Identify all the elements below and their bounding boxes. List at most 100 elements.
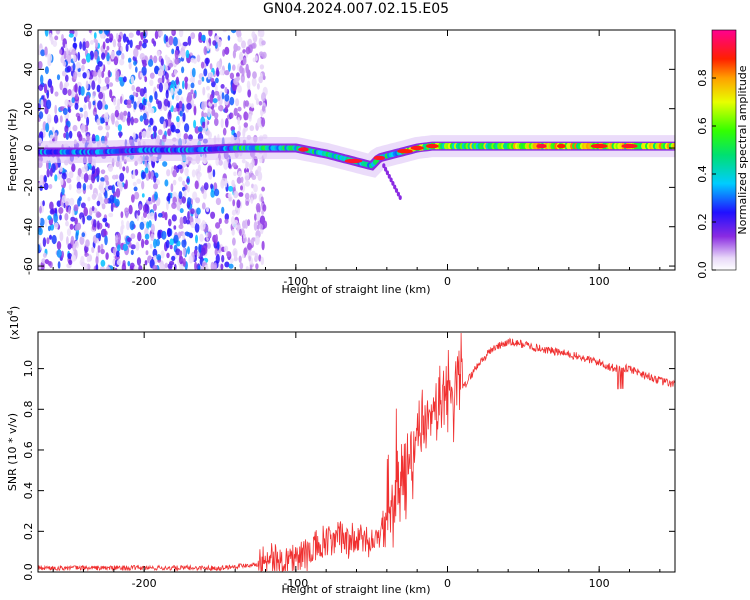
heatmap-noise-cell — [194, 180, 199, 190]
heatmap-noise-cell — [96, 200, 101, 207]
heatmap-noise-cell — [91, 133, 96, 144]
heatmap-noise-cell — [46, 237, 50, 245]
heatmap-noise-cell — [88, 30, 92, 34]
heatmap-noise-cell — [201, 76, 205, 82]
heatmap-noise-cell — [256, 224, 260, 230]
heatmap-noise-cell — [64, 201, 69, 206]
heatmap-noise-cell — [82, 215, 85, 225]
heatmap-noise-cell — [201, 34, 206, 42]
heatmap-noise-cell — [76, 131, 82, 138]
heatmap-noise-cell — [202, 191, 207, 200]
heatmap-noise-cell — [95, 39, 99, 48]
heatmap-noise-cell — [230, 216, 235, 225]
heatmap-noise-cell — [139, 88, 145, 97]
heatmap-noise-cell — [164, 64, 168, 72]
heatmap-noise-cell — [171, 48, 175, 55]
heatmap-noise-cell — [114, 234, 119, 244]
heatmap-noise-cell — [241, 67, 245, 77]
heatmap-noise-cell — [115, 161, 120, 168]
heatmap-noise-cell — [73, 204, 79, 212]
heatmap-noise-cell — [141, 66, 147, 76]
heatmap-noise-cell — [112, 38, 117, 48]
heatmap-noise-cell — [54, 132, 58, 142]
heatmap-noise-cell — [117, 41, 122, 48]
heatmap-noise-cell — [167, 128, 172, 136]
heatmap-noise-cell — [107, 164, 114, 172]
heatmap-noise-cell — [147, 126, 153, 134]
heatmap-noise-cell — [261, 51, 267, 59]
heatmap-noise-cell — [133, 117, 139, 124]
heatmap-noise-cell — [95, 233, 101, 239]
colorbar-tick-label: 0.2 — [696, 213, 709, 231]
heatmap-noise-cell — [77, 115, 81, 122]
heatmap-noise-cell — [100, 117, 105, 124]
heatmap-noise-cell — [100, 243, 104, 250]
heatmap-noise-cell — [148, 197, 152, 202]
heatmap-noise-cell — [229, 112, 234, 119]
heatmap-noise-cell — [229, 72, 235, 80]
heatmap-noise-cell — [75, 231, 79, 241]
heatmap-noise-cell — [163, 120, 166, 129]
heatmap-noise-cell — [149, 170, 154, 180]
branch-cell — [387, 174, 391, 179]
heatmap-noise-cell — [128, 57, 132, 64]
heatmap-noise-cell — [229, 96, 235, 106]
heatmap-noise-cell — [64, 99, 69, 107]
heatmap-noise-cell — [241, 158, 246, 164]
ridge-peak-cell — [621, 143, 638, 149]
heatmap-noise-cell — [132, 91, 136, 97]
heatmap-noise-cell — [261, 117, 266, 127]
heatmap-noise-cell — [171, 202, 177, 210]
heatmap-noise-cell — [197, 265, 201, 270]
heatmap-noise-cell — [81, 58, 87, 65]
heatmap-noise-cell — [190, 221, 196, 229]
heatmap-noise-cell — [68, 33, 74, 38]
heatmap-noise-cell — [194, 261, 198, 270]
y-tick-label: 0.0 — [22, 563, 35, 581]
heatmap-noise-cell — [131, 84, 135, 92]
heatmap-noise-cell — [187, 197, 192, 206]
heatmap-noise-cell — [61, 187, 65, 196]
heatmap-noise-cell — [59, 81, 63, 91]
heatmap-noise-cell — [44, 46, 48, 56]
heatmap-noise-cell — [39, 185, 43, 191]
heatmap-noise-cell — [152, 248, 158, 258]
heatmap-noise-cell — [201, 219, 206, 230]
heatmap-noise-cell — [173, 107, 178, 113]
heatmap-noise-cell — [162, 161, 168, 167]
heatmap-noise-cell — [113, 56, 119, 66]
heatmap-noise-cell — [118, 76, 122, 82]
heatmap-noise-cell — [125, 211, 129, 219]
heatmap-noise-cell — [116, 50, 122, 56]
heatmap-noise-cell — [49, 167, 53, 177]
heatmap-noise-cell — [81, 232, 86, 238]
heatmap-noise-cell — [72, 124, 78, 132]
heatmap-noise-cell — [184, 80, 188, 90]
heatmap-noise-cell — [48, 184, 53, 189]
heatmap-noise-cell — [182, 41, 189, 47]
heatmap-noise-cell — [40, 49, 46, 57]
heatmap-noise-cell — [222, 30, 227, 33]
heatmap-noise-cell — [104, 222, 109, 227]
y-tick-label: 0.2 — [22, 523, 35, 541]
heatmap-noise-cell — [206, 207, 209, 212]
heatmap-noise-cell — [107, 69, 111, 78]
heatmap-noise-cell — [226, 251, 232, 258]
heatmap-noise-cell — [104, 135, 108, 143]
heatmap-noise-cell — [178, 100, 183, 109]
y-tick-label: 0.6 — [22, 441, 35, 459]
heatmap-noise-cell — [186, 178, 190, 184]
heatmap-noise-cell — [89, 183, 93, 190]
heatmap-noise-cell — [201, 101, 206, 111]
heatmap-noise-cell — [55, 30, 61, 35]
heatmap-noise-cell — [210, 261, 215, 270]
heatmap-noise-cell — [242, 57, 247, 66]
heatmap-noise-cell — [73, 71, 78, 80]
heatmap-noise-cell — [241, 40, 246, 49]
colorbar-axes: 0.0 0.2 0.4 0.6 0.8 — [696, 29, 737, 279]
heatmap-noise-cell — [180, 50, 187, 59]
heatmap-noise-cell — [86, 215, 93, 221]
heatmap-noise-cell — [190, 99, 195, 107]
heatmap-noise-cell — [207, 165, 213, 173]
